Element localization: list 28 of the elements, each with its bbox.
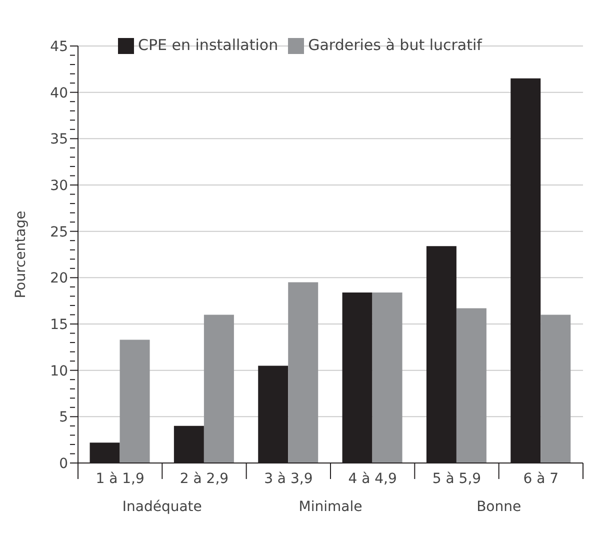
y-tick-label: 5 bbox=[59, 410, 68, 426]
x-tick-label: 3 à 3,9 bbox=[264, 471, 313, 487]
legend-label: CPE en installation bbox=[138, 36, 278, 54]
x-tick-label: 1 à 1,9 bbox=[96, 471, 144, 487]
bar bbox=[372, 292, 402, 463]
y-axis-title: Pourcentage bbox=[12, 210, 29, 298]
y-tick-label: 40 bbox=[50, 85, 68, 102]
bar bbox=[456, 308, 486, 463]
text: Bonne bbox=[476, 499, 522, 515]
x-tick-label: 6 à 7 bbox=[523, 471, 559, 487]
y-tick-label: 35 bbox=[50, 132, 68, 148]
x-tick-label: 4 à 4,9 bbox=[348, 471, 397, 487]
x-tick-label: 5 à 5,9 bbox=[432, 471, 482, 487]
text: Inadéquate bbox=[121, 499, 203, 515]
y-tick-label: 0 bbox=[59, 456, 68, 472]
y-tick-label: 45 bbox=[50, 39, 68, 55]
bar bbox=[540, 314, 571, 463]
legend-label: Garderies à but lucratif bbox=[308, 36, 482, 54]
y-tick-label: 25 bbox=[50, 224, 68, 240]
y-tick-label: 15 bbox=[50, 317, 68, 333]
y-tick-label: 30 bbox=[50, 178, 68, 194]
text: Minimale bbox=[298, 499, 364, 515]
bar bbox=[120, 340, 150, 463]
y-tick-label: 10 bbox=[50, 363, 68, 380]
y-tick-label: 20 bbox=[50, 270, 68, 287]
bar bbox=[204, 314, 234, 463]
bar bbox=[288, 282, 318, 463]
x-tick-label: 2 à 2,9 bbox=[180, 471, 229, 487]
